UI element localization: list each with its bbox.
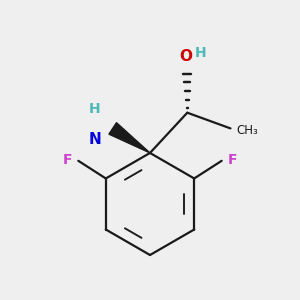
Text: F: F: [228, 153, 237, 167]
Text: H: H: [195, 46, 207, 60]
Text: CH₃: CH₃: [236, 124, 258, 137]
Text: O: O: [179, 49, 192, 64]
Text: N: N: [89, 132, 101, 147]
Text: H: H: [89, 102, 101, 116]
Polygon shape: [109, 123, 150, 153]
Text: F: F: [63, 153, 72, 167]
